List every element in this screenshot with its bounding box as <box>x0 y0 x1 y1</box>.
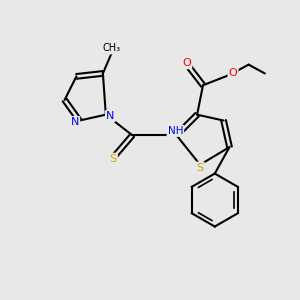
Text: N: N <box>71 117 79 127</box>
Text: NH: NH <box>168 126 183 136</box>
Text: O: O <box>229 68 237 78</box>
Text: CH₃: CH₃ <box>103 44 121 53</box>
Text: S: S <box>196 163 204 173</box>
Text: O: O <box>182 58 191 68</box>
Text: S: S <box>110 154 117 164</box>
Text: N: N <box>106 111 114 121</box>
